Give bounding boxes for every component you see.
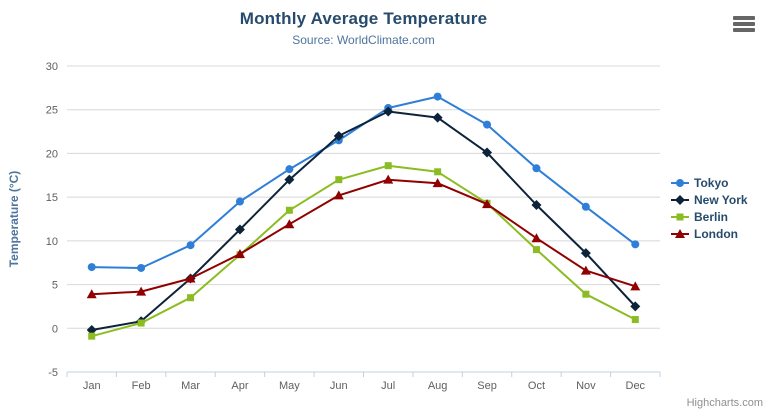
- series-berlin-point[interactable]: [137, 319, 145, 327]
- series-tokyo-point[interactable]: [235, 197, 244, 206]
- x-axis-label: Feb: [132, 380, 151, 392]
- series-tokyo-point[interactable]: [186, 241, 195, 250]
- series-berlin-point[interactable]: [384, 162, 392, 170]
- series-berlin-point[interactable]: [582, 290, 590, 298]
- hamburger-menu-icon: [733, 28, 755, 32]
- legend-item-label: London: [694, 226, 738, 241]
- x-axis-label: Dec: [626, 380, 646, 392]
- y-axis-label: 10: [46, 236, 58, 248]
- x-axis-label: Jan: [83, 380, 101, 392]
- series-berlin-point[interactable]: [434, 168, 442, 176]
- series-new-york-point[interactable]: [630, 301, 641, 312]
- series-berlin-point[interactable]: [532, 246, 540, 254]
- series-tokyo-point[interactable]: [137, 263, 146, 272]
- chart-title: Monthly Average Temperature: [239, 9, 488, 28]
- y-axis-label: 25: [46, 105, 58, 117]
- series-berlin-point[interactable]: [285, 206, 293, 214]
- series-berlin-line[interactable]: [91, 164, 636, 338]
- y-axis-label: 15: [46, 192, 58, 204]
- series-tokyo-point[interactable]: [433, 92, 442, 101]
- series-london-point[interactable]: [432, 178, 443, 188]
- y-axis-label: -5: [48, 367, 58, 379]
- y-axis-label: 20: [46, 148, 58, 160]
- series-new-york-point[interactable]: [333, 130, 344, 141]
- series-berlin-point[interactable]: [88, 332, 96, 340]
- x-axis-label: May: [279, 380, 300, 392]
- series-new-york-point[interactable]: [531, 200, 542, 211]
- legend-marker-triangle-icon: [671, 228, 689, 238]
- series-london-point[interactable]: [86, 289, 97, 299]
- x-axis-label: Jul: [381, 380, 395, 392]
- series-london-point[interactable]: [531, 233, 542, 243]
- legend-item-tokyo[interactable]: Tokyo: [670, 174, 748, 191]
- series-new-york-point[interactable]: [432, 112, 443, 123]
- series-tokyo-point[interactable]: [532, 164, 541, 173]
- series-london-point[interactable]: [333, 190, 344, 200]
- series-new-york-point[interactable]: [284, 174, 295, 185]
- series-london-point[interactable]: [630, 281, 641, 291]
- series-london-line[interactable]: [91, 178, 636, 296]
- legend-item-london[interactable]: London: [670, 225, 748, 242]
- series-london-point[interactable]: [234, 248, 245, 258]
- series-london-point[interactable]: [185, 273, 196, 283]
- series-berlin-point[interactable]: [335, 176, 343, 184]
- series-berlin-point[interactable]: [187, 294, 195, 302]
- x-axis-label: Oct: [528, 380, 545, 392]
- hamburger-menu-icon: [733, 22, 755, 26]
- legend-item-berlin[interactable]: Berlin: [670, 208, 748, 225]
- series-london-point[interactable]: [284, 219, 295, 229]
- legend-item-label: Berlin: [694, 209, 729, 224]
- series-new-york-point[interactable]: [234, 224, 245, 235]
- legend-item-label: Tokyo: [694, 175, 729, 190]
- series-berlin-point[interactable]: [631, 316, 639, 324]
- legend-marker-circle-icon: [671, 178, 689, 187]
- hamburger-menu-icon: [733, 16, 755, 20]
- series-london-point[interactable]: [482, 199, 493, 209]
- series-london-point[interactable]: [136, 286, 147, 296]
- legend-item-label: New York: [694, 192, 748, 207]
- x-axis-label: Nov: [576, 380, 596, 392]
- x-axis-label: Sep: [477, 380, 497, 392]
- series-new-york-line[interactable]: [91, 110, 637, 331]
- x-axis-label: Mar: [181, 380, 200, 392]
- series-tokyo-point[interactable]: [581, 202, 590, 211]
- y-axis-label: 0: [52, 323, 58, 335]
- y-axis-label: 5: [52, 280, 58, 292]
- y-axis-title: Temperature (°C): [7, 171, 21, 268]
- series-tokyo-line[interactable]: [91, 95, 636, 269]
- series-london-point[interactable]: [383, 174, 394, 184]
- series-london-point[interactable]: [580, 265, 591, 275]
- y-axis-label: 30: [46, 61, 58, 73]
- x-axis-label: Aug: [428, 380, 448, 392]
- chart-context-menu-button[interactable]: [731, 14, 757, 34]
- series-new-york-point[interactable]: [86, 325, 97, 336]
- series-new-york-point[interactable]: [482, 147, 493, 158]
- x-axis-label: Apr: [231, 380, 248, 392]
- legend-marker-square-icon: [671, 213, 689, 220]
- chart-subtitle: Source: WorldClimate.com: [292, 33, 435, 47]
- legend-item-new-york[interactable]: New York: [670, 191, 748, 208]
- series-tokyo-point[interactable]: [285, 165, 294, 174]
- highcharts-credit-link[interactable]: Highcharts.com: [686, 397, 763, 409]
- series-tokyo-point[interactable]: [87, 263, 96, 272]
- series-tokyo-point[interactable]: [631, 240, 640, 249]
- series-new-york-point[interactable]: [580, 248, 591, 259]
- x-axis-label: Jun: [330, 380, 348, 392]
- series-tokyo-point[interactable]: [483, 120, 492, 129]
- series-new-york-point[interactable]: [383, 106, 394, 117]
- chart-legend: Tokyo New York Berlin London: [670, 174, 748, 242]
- legend-marker-diamond-icon: [671, 194, 689, 205]
